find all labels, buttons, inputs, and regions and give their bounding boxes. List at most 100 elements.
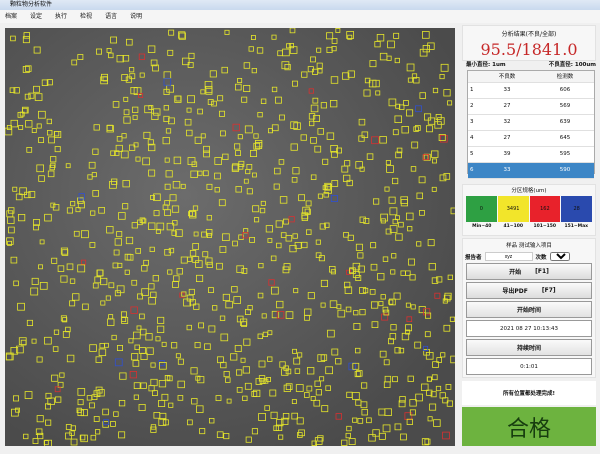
table-row[interactable]: 4 27 645 bbox=[468, 130, 594, 147]
menu-help[interactable]: 说明 bbox=[130, 13, 143, 20]
particle-marker bbox=[167, 49, 174, 56]
particle-marker bbox=[270, 286, 279, 295]
menu-run[interactable]: 执行 bbox=[55, 13, 68, 20]
particle-marker bbox=[106, 125, 114, 133]
menu-file[interactable]: 档案 bbox=[5, 13, 18, 20]
particle-marker bbox=[304, 308, 312, 316]
particle-marker bbox=[408, 258, 415, 266]
particle-marker bbox=[223, 433, 230, 440]
particle-marker bbox=[390, 269, 396, 275]
table-row[interactable]: 2 27 569 bbox=[468, 98, 594, 115]
particle-marker bbox=[292, 167, 300, 175]
table-row[interactable]: 3 32 639 bbox=[468, 114, 594, 131]
particle-image-view[interactable] bbox=[5, 28, 455, 446]
particle-marker bbox=[372, 429, 380, 437]
reporter-input[interactable] bbox=[484, 252, 533, 261]
particle-marker bbox=[152, 275, 160, 282]
particle-marker bbox=[359, 286, 367, 294]
particle-marker bbox=[60, 315, 67, 322]
particle-marker bbox=[383, 309, 390, 316]
particle-marker bbox=[24, 391, 33, 399]
start-button[interactable]: 开始 [F1] bbox=[466, 263, 592, 280]
menu-settings[interactable]: 设定 bbox=[30, 13, 43, 20]
particle-marker bbox=[118, 399, 126, 407]
particle-marker bbox=[450, 207, 455, 215]
particle-marker bbox=[33, 218, 40, 226]
particle-marker bbox=[243, 178, 249, 184]
particle-marker bbox=[166, 375, 173, 382]
particle-marker bbox=[219, 246, 227, 253]
particle-marker bbox=[324, 182, 332, 190]
particle-marker bbox=[409, 399, 417, 407]
table-header: 不良数 检测数 bbox=[468, 71, 594, 83]
particle-marker bbox=[345, 306, 352, 313]
particle-marker bbox=[126, 38, 133, 46]
particle-marker bbox=[291, 176, 298, 183]
particle-marker bbox=[237, 134, 243, 140]
particle-marker bbox=[282, 266, 290, 274]
particle-marker bbox=[252, 205, 260, 213]
particle-marker bbox=[235, 369, 243, 376]
particle-marker bbox=[47, 170, 55, 178]
particle-marker bbox=[189, 250, 197, 257]
particle-marker bbox=[152, 64, 159, 72]
particle-marker bbox=[347, 70, 355, 78]
menu-view[interactable]: 检视 bbox=[80, 13, 93, 20]
particle-marker bbox=[234, 143, 241, 150]
particle-marker bbox=[289, 28, 296, 34]
particle-marker bbox=[146, 347, 154, 355]
count-select[interactable]: 2 bbox=[549, 252, 570, 261]
duration-value: 0:1:01 bbox=[466, 358, 592, 375]
results-table[interactable]: 不良数 检测数 1 33 606 2 27 569 3 32 639 4 27 645 5 39 59… bbox=[467, 70, 595, 179]
particle-marker bbox=[400, 199, 409, 207]
particle-marker bbox=[161, 393, 169, 401]
table-row[interactable]: 5 39 595 bbox=[468, 146, 594, 163]
reporter-label: 报告者 bbox=[465, 254, 482, 261]
particle-marker bbox=[217, 356, 224, 364]
particle-marker bbox=[166, 84, 174, 93]
bad-count: 32 bbox=[478, 114, 536, 131]
particle-marker bbox=[431, 374, 438, 381]
export-label: 导出PDF bbox=[502, 288, 528, 295]
particle-marker bbox=[304, 314, 310, 321]
particle-marker bbox=[139, 313, 145, 320]
particle-marker bbox=[106, 47, 112, 53]
particle-marker bbox=[31, 277, 39, 285]
particle-marker bbox=[165, 170, 173, 178]
particle-marker bbox=[291, 80, 298, 87]
export-pdf-button[interactable]: 导出PDF [F7] bbox=[466, 282, 592, 299]
particle-marker bbox=[144, 105, 152, 114]
particle-marker bbox=[183, 298, 192, 307]
particle-marker bbox=[354, 371, 361, 378]
particle-marker bbox=[341, 439, 348, 446]
particle-marker bbox=[169, 194, 177, 202]
particle-marker bbox=[310, 395, 316, 401]
particle-marker bbox=[424, 312, 432, 319]
menu-language[interactable]: 语言 bbox=[105, 13, 118, 20]
particle-marker bbox=[352, 362, 360, 370]
export-key: [F7] bbox=[541, 287, 556, 294]
zone-block-red: 162 bbox=[529, 196, 561, 222]
particle-marker bbox=[177, 395, 184, 401]
particle-marker bbox=[305, 200, 312, 207]
table-row-selected[interactable]: 6 33 590 bbox=[468, 162, 594, 179]
particle-marker bbox=[331, 46, 337, 52]
particle-marker bbox=[186, 294, 194, 302]
particle-marker bbox=[93, 124, 100, 131]
particle-marker bbox=[278, 434, 284, 440]
particle-marker bbox=[251, 172, 257, 178]
particle-marker bbox=[34, 93, 43, 101]
particle-marker bbox=[358, 135, 365, 142]
particle-marker bbox=[135, 248, 142, 254]
particle-marker bbox=[104, 342, 109, 348]
particle-marker bbox=[251, 68, 257, 74]
particle-marker bbox=[422, 345, 429, 351]
particle-marker bbox=[382, 306, 389, 313]
particle-marker bbox=[355, 161, 363, 169]
particle-marker bbox=[324, 222, 330, 228]
particle-marker bbox=[194, 342, 201, 349]
table-row[interactable]: 1 33 606 bbox=[468, 82, 594, 99]
particle-marker bbox=[378, 432, 386, 440]
particle-marker bbox=[449, 316, 455, 322]
particle-marker bbox=[10, 346, 19, 355]
